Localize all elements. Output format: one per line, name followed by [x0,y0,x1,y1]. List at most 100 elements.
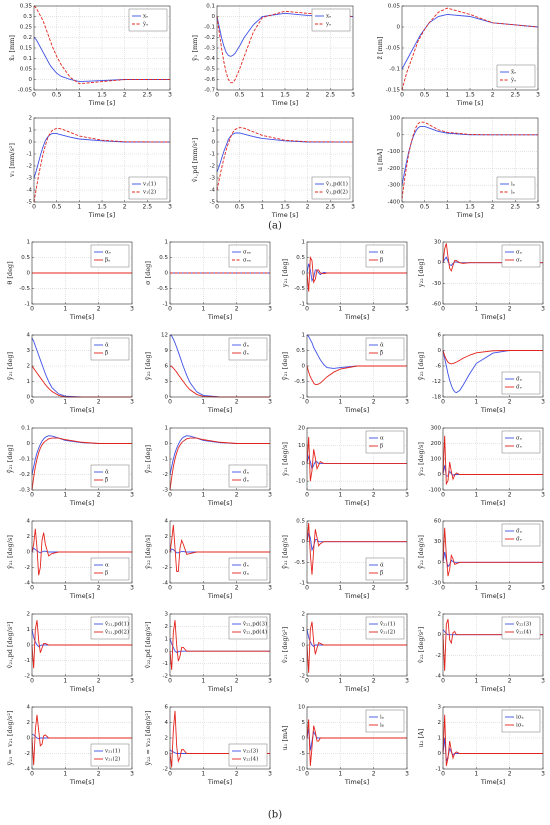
series-line [216,127,354,191]
legend-label: v̂₂₂,pd(4) [242,629,267,636]
y-tick-label: -1 [436,767,441,773]
y-tick-label: -2 [25,565,30,571]
x-tick-label: 3 [268,399,272,406]
y-tick-label: -2 [300,674,305,680]
y-tick-label: 0.5 [159,255,168,261]
y-axis-label: u₂ [A] [417,729,425,748]
y-tick-label: 0.5 [296,255,305,261]
x-tick-label: 2 [97,492,101,499]
y-tick-label: -0.1 [204,25,215,31]
y-tick-label: 0.05 [20,67,33,73]
y-tick-label: 0.3 [23,14,32,20]
x-axis-label: Time[s] [69,592,94,600]
y-tick-label: 0 [438,751,442,757]
x-tick-label: 0 [168,399,172,406]
x-tick-label: 3 [541,399,545,406]
x-tick-label: 0 [32,204,36,211]
y-tick-label: 3 [165,379,169,385]
y-tick-label: 2 [302,612,306,618]
y-axis-label: ỹ̈₂₁ [deg/s] [281,535,289,570]
y-tick-label: 0.2 [23,35,32,41]
plot-frame [216,117,354,203]
x-tick-label: 2 [491,92,495,99]
plot-frame [31,334,133,398]
series-line [442,350,543,365]
series-line [306,365,407,386]
x-axis-label: Time[s] [207,778,232,786]
x-tick-label: 2 [306,92,310,99]
x-tick-label: 1 [201,492,205,499]
y-axis-label: y₂₁ [deg] [281,259,289,288]
x-tick-label: 3 [405,678,409,685]
x-tick-label: 0.5 [420,92,430,99]
y-tick-label: 0 [165,751,169,757]
legend-label: iₑ [511,190,515,196]
plot-frame [169,241,271,305]
y-tick-label: 10 [298,705,305,711]
y-tick-label: -5 [300,751,306,757]
x-tick-label: 2 [97,678,101,685]
y-tick-label: 1 [27,240,31,246]
legend-label: σ̄ₐ [516,377,522,383]
y-tick-label: -100 [429,488,442,494]
legend-label: β̄ [380,351,383,357]
y-tick-label: -2 [436,653,441,659]
x-tick-label: 0 [30,678,34,685]
x-tick-label: 2 [508,492,512,499]
series-line [306,436,407,482]
x-tick-label: 0 [305,678,309,685]
y-tick-label: 0 [29,140,33,146]
legend-box [501,244,541,268]
x-tick-label: 0.5 [52,92,62,99]
series-line [401,13,539,70]
y-tick-label: 30 [434,240,441,246]
y-axis-label: ÿ₂₁ [deg/s] [6,535,14,570]
y-tick-label: -0.1 [389,67,400,73]
x-tick-label: 1.5 [280,204,290,211]
legend-label: v₁(1) [142,181,156,188]
x-axis-label: Time[s] [344,592,369,600]
x-tick-label: 0 [30,771,34,778]
legend-box [228,244,268,268]
x-tick-label: 0 [441,399,445,406]
y-tick-label: 0 [302,364,306,370]
y-tick-label: 1 [302,333,306,339]
x-axis-label: Time[s] [344,313,369,321]
series-line [442,243,543,273]
legend-label: v̂₂₁,pd(2) [104,629,129,636]
y-axis-label: y₂₂ [deg] [417,259,425,288]
legend-label: σₑₑ [243,258,251,264]
y-tick-label: -18 [432,395,441,401]
x-tick-label: 1 [63,306,67,313]
y-tick-label: -2 [25,674,30,680]
x-tick-label: 0 [30,585,34,592]
x-tick-label: 0 [168,678,172,685]
x-tick-label: 3 [168,204,172,211]
y-tick-label: 4 [165,720,169,726]
legend-label: σ̄ₑ [243,351,249,357]
x-tick-label: 0 [168,492,172,499]
x-axis-label: Time[s] [207,592,232,600]
legend-box [311,8,351,32]
x-tick-label: 3 [268,678,272,685]
y-tick-label: -1 [300,395,305,401]
series-line [306,719,407,766]
x-tick-label: 2 [97,399,101,406]
plot-frame [169,427,271,491]
legend-label: v₂₁(2) [104,756,120,763]
y-axis-label: σ [deg] [144,261,152,285]
legend-box [501,523,541,547]
legend-label: σₐ [243,571,249,577]
x-tick-label: 2 [508,306,512,313]
x-tick-label: 3 [351,204,355,211]
legend-box [501,616,541,640]
y-tick-label: 0 [438,260,442,266]
plot-frame [31,520,133,584]
x-tick-label: 2.5 [326,204,336,211]
x-tick-label: 1 [338,492,342,499]
x-tick-label: 1 [338,306,342,313]
x-tick-label: 0 [30,306,34,313]
y-tick-label: 0.1 [23,56,32,62]
y-tick-label: -0.7 [204,88,215,94]
